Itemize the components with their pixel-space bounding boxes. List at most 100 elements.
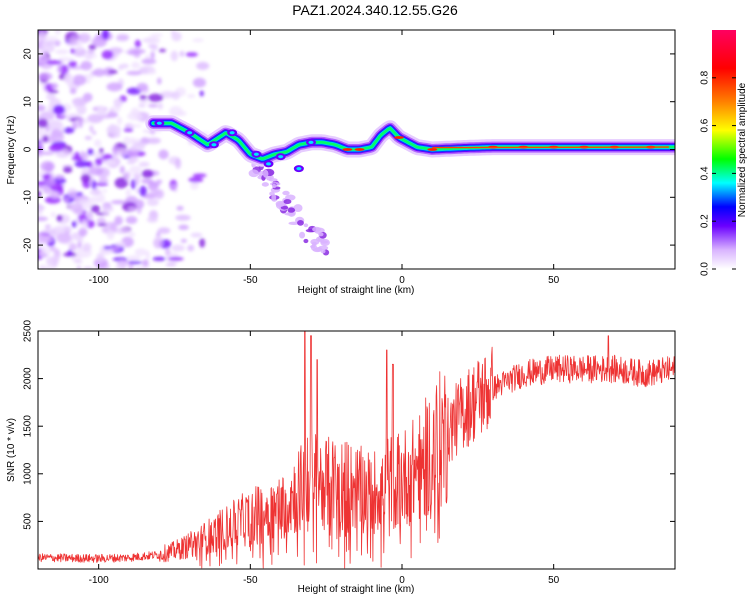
- noise-blob: [38, 264, 46, 269]
- noise-blob: [147, 103, 159, 108]
- colorbar-tick-label: 0.2: [700, 214, 711, 228]
- noise-blob: [165, 263, 177, 267]
- noise-blob: [139, 185, 147, 197]
- noise-blob: [90, 204, 101, 213]
- tail-blob: [266, 176, 272, 181]
- noise-blob: [172, 188, 178, 193]
- spectrogram-y-axis-label: Frequency (Hz): [6, 116, 17, 185]
- noise-blob: [123, 136, 132, 146]
- ridge-blob-core: [278, 155, 284, 159]
- noise-blob: [78, 227, 88, 237]
- spectral-tail: [245, 148, 330, 256]
- noise-blob: [38, 142, 45, 147]
- noise-blob: [135, 199, 145, 209]
- tail-blob: [280, 205, 289, 210]
- y-tick-label: -20: [23, 237, 34, 252]
- noise-blob: [71, 121, 79, 130]
- tail-blob: [282, 190, 290, 196]
- noise-blob: [101, 50, 114, 60]
- noise-blob: [38, 190, 42, 198]
- noise-blob: [77, 238, 85, 243]
- noise-blob: [158, 102, 163, 110]
- noise-blob: [46, 93, 56, 101]
- ridge-blob-core: [296, 167, 302, 171]
- ridge-blob-core: [211, 143, 217, 147]
- spectrogram-panel: -100 -50 0 50 20 10 0 -10 -20 Height of straigh…: [6, 29, 676, 296]
- ridge-hotspot: [427, 148, 438, 151]
- y-tick-label: 10: [23, 96, 34, 108]
- noise-blob: [69, 88, 77, 95]
- noise-blob: [176, 205, 184, 211]
- noise-blob: [38, 104, 46, 112]
- noise-blob: [91, 36, 107, 48]
- noise-blob: [97, 193, 106, 203]
- noise-blob: [150, 45, 158, 51]
- spectral-ridge: [145, 115, 675, 173]
- ridge-blob-core: [266, 162, 272, 166]
- noise-blob: [93, 68, 106, 77]
- spectrogram-y-ticks: 20 10 0 -10 -20: [23, 48, 675, 252]
- noise-blob: [87, 113, 104, 124]
- x-tick-label: 0: [399, 275, 405, 286]
- noise-blob: [111, 52, 120, 58]
- noise-blob: [67, 249, 72, 256]
- noise-blob: [192, 38, 204, 43]
- noise-blob: [192, 77, 207, 88]
- noise-blob: [156, 77, 162, 85]
- noise-blob: [178, 224, 189, 230]
- noise-blob: [117, 116, 123, 125]
- colorbar-tick-label: 0.8: [700, 70, 711, 84]
- noise-blob: [42, 135, 49, 143]
- noise-blob: [134, 248, 148, 256]
- noise-blob: [86, 49, 95, 55]
- noise-blob: [192, 173, 207, 178]
- noise-blob: [196, 61, 210, 70]
- noise-blob: [120, 63, 129, 69]
- noise-blob: [141, 58, 157, 65]
- noise-blob: [58, 125, 65, 132]
- noise-blob: [76, 265, 81, 269]
- noise-blob: [199, 90, 204, 97]
- noise-blob: [91, 179, 97, 190]
- x-tick-label: 50: [548, 575, 560, 586]
- noise-blob: [48, 144, 64, 152]
- ridge-blob-core: [229, 131, 235, 135]
- noise-blob: [82, 53, 98, 59]
- tail-blob: [248, 169, 259, 178]
- x-tick-label: 0: [399, 575, 405, 586]
- noise-blob: [136, 82, 149, 92]
- noise-blob: [84, 135, 92, 141]
- tail-blob: [271, 183, 277, 189]
- y-tick-label: -10: [23, 190, 34, 205]
- noise-blob: [81, 219, 88, 229]
- tail-blob: [271, 193, 277, 202]
- snr-series-line: [38, 331, 675, 569]
- noise-blob: [145, 36, 161, 45]
- tail-blob: [312, 226, 321, 232]
- noise-blob: [170, 50, 179, 62]
- noise-blob: [104, 221, 121, 226]
- ridge-hotspot: [342, 148, 353, 151]
- noise-blob: [109, 105, 121, 113]
- noise-blob: [128, 206, 137, 212]
- noise-blob: [98, 177, 109, 184]
- noise-blob: [106, 124, 121, 136]
- noise-blob: [101, 154, 114, 160]
- noise-blob: [86, 211, 94, 221]
- y-tick-label: 1500: [23, 415, 34, 438]
- noise-blob: [55, 49, 69, 55]
- noise-blob: [169, 106, 183, 117]
- noise-blob: [76, 104, 87, 115]
- snr-frame: [37, 330, 676, 570]
- noise-blob: [57, 64, 62, 74]
- noise-blob: [114, 227, 131, 234]
- noise-blob: [134, 265, 145, 269]
- noise-blob: [107, 69, 118, 74]
- noise-blob: [146, 198, 159, 207]
- noise-blob: [88, 44, 97, 50]
- noise-blob: [171, 31, 182, 42]
- tail-blob: [293, 204, 303, 212]
- noise-blob: [96, 105, 106, 115]
- noise-blob: [146, 216, 158, 223]
- noise-blob: [84, 79, 91, 84]
